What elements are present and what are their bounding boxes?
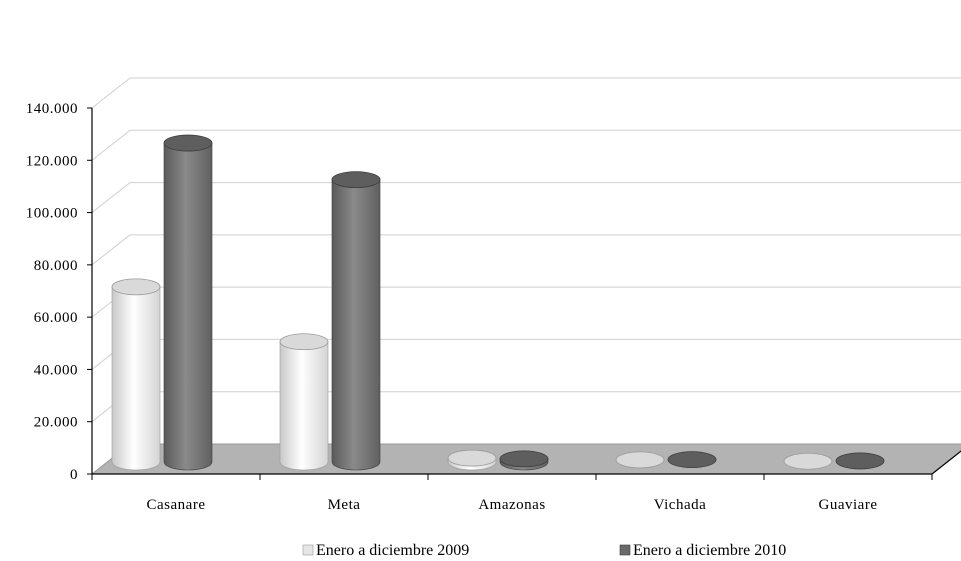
x-category-label: Amazonas [478,497,545,513]
bar-top [667,451,717,469]
bar-top [499,450,549,468]
gridline-diagonal [91,234,131,266]
legend-label: Enero a diciembre 2010 [633,542,786,559]
x-axis-depth [931,450,961,475]
bar-top [783,452,833,470]
bar-body [163,142,213,471]
bar-top [279,333,329,351]
gridline-diagonal [91,182,131,213]
legend-swatch [302,544,314,556]
x-category-label: Meta [328,497,361,513]
bar [447,449,497,471]
x-category-label: Casanare [147,497,206,513]
x-category-label: Guaviare [819,497,878,513]
bar [331,171,381,471]
bar-body [279,341,329,471]
bar [667,451,717,469]
bar [835,452,885,470]
y-tick-label: 120.000 [26,153,78,169]
bar-top [163,134,213,152]
bar-top [111,278,161,296]
bar-top [615,451,665,469]
bar-top [331,171,381,189]
bar [499,450,549,471]
y-tick-label: 0 [70,467,78,483]
y-tick-label: 80.000 [34,258,78,274]
legend: Enero a diciembre 2009 Enero a diciembre … [302,542,786,559]
y-tick-label: 100.000 [26,206,78,222]
bar [279,333,329,471]
y-tick-label: 140.000 [26,101,78,117]
bar [783,452,833,470]
gridline-diagonal [91,77,131,109]
x-category-label: Vichada [654,497,707,513]
bar-top [835,452,885,470]
legend-label: Enero a diciembre 2009 [316,542,469,559]
bar-body [331,179,381,471]
y-tick-label: 60.000 [34,310,78,326]
bar [163,134,213,471]
bar-body [111,286,161,471]
bar-top [447,449,497,467]
gridline-diagonal [91,129,131,161]
legend-swatch [619,544,631,556]
bar [615,451,665,469]
y-tick-label: 20.000 [34,415,78,431]
bar [111,278,161,471]
y-tick-label: 40.000 [34,362,78,378]
